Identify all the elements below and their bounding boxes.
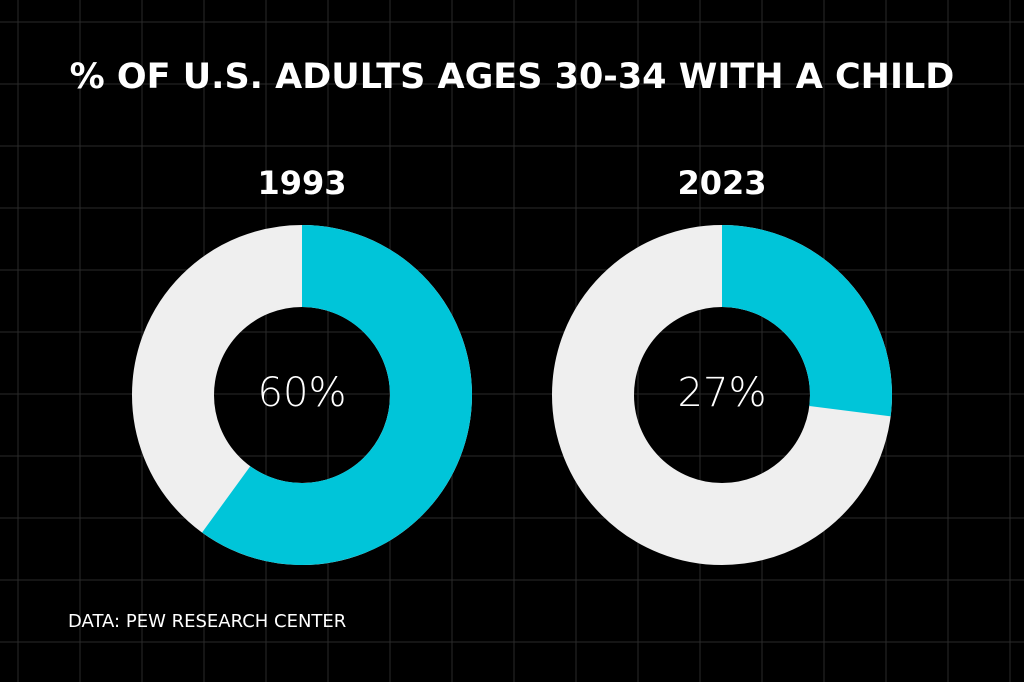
donut-segment bbox=[202, 225, 473, 565]
donut-value-label: 60% bbox=[258, 370, 347, 416]
chart-title: % OF U.S. ADULTS AGES 30-34 WITH A CHILD bbox=[70, 57, 955, 97]
donut-value-label: 27% bbox=[678, 370, 767, 416]
donut-title: 1993 bbox=[257, 164, 346, 202]
donut-segment bbox=[722, 225, 892, 417]
source-note: DATA: PEW RESEARCH CENTER bbox=[68, 611, 346, 632]
donut-title: 2023 bbox=[677, 164, 766, 202]
